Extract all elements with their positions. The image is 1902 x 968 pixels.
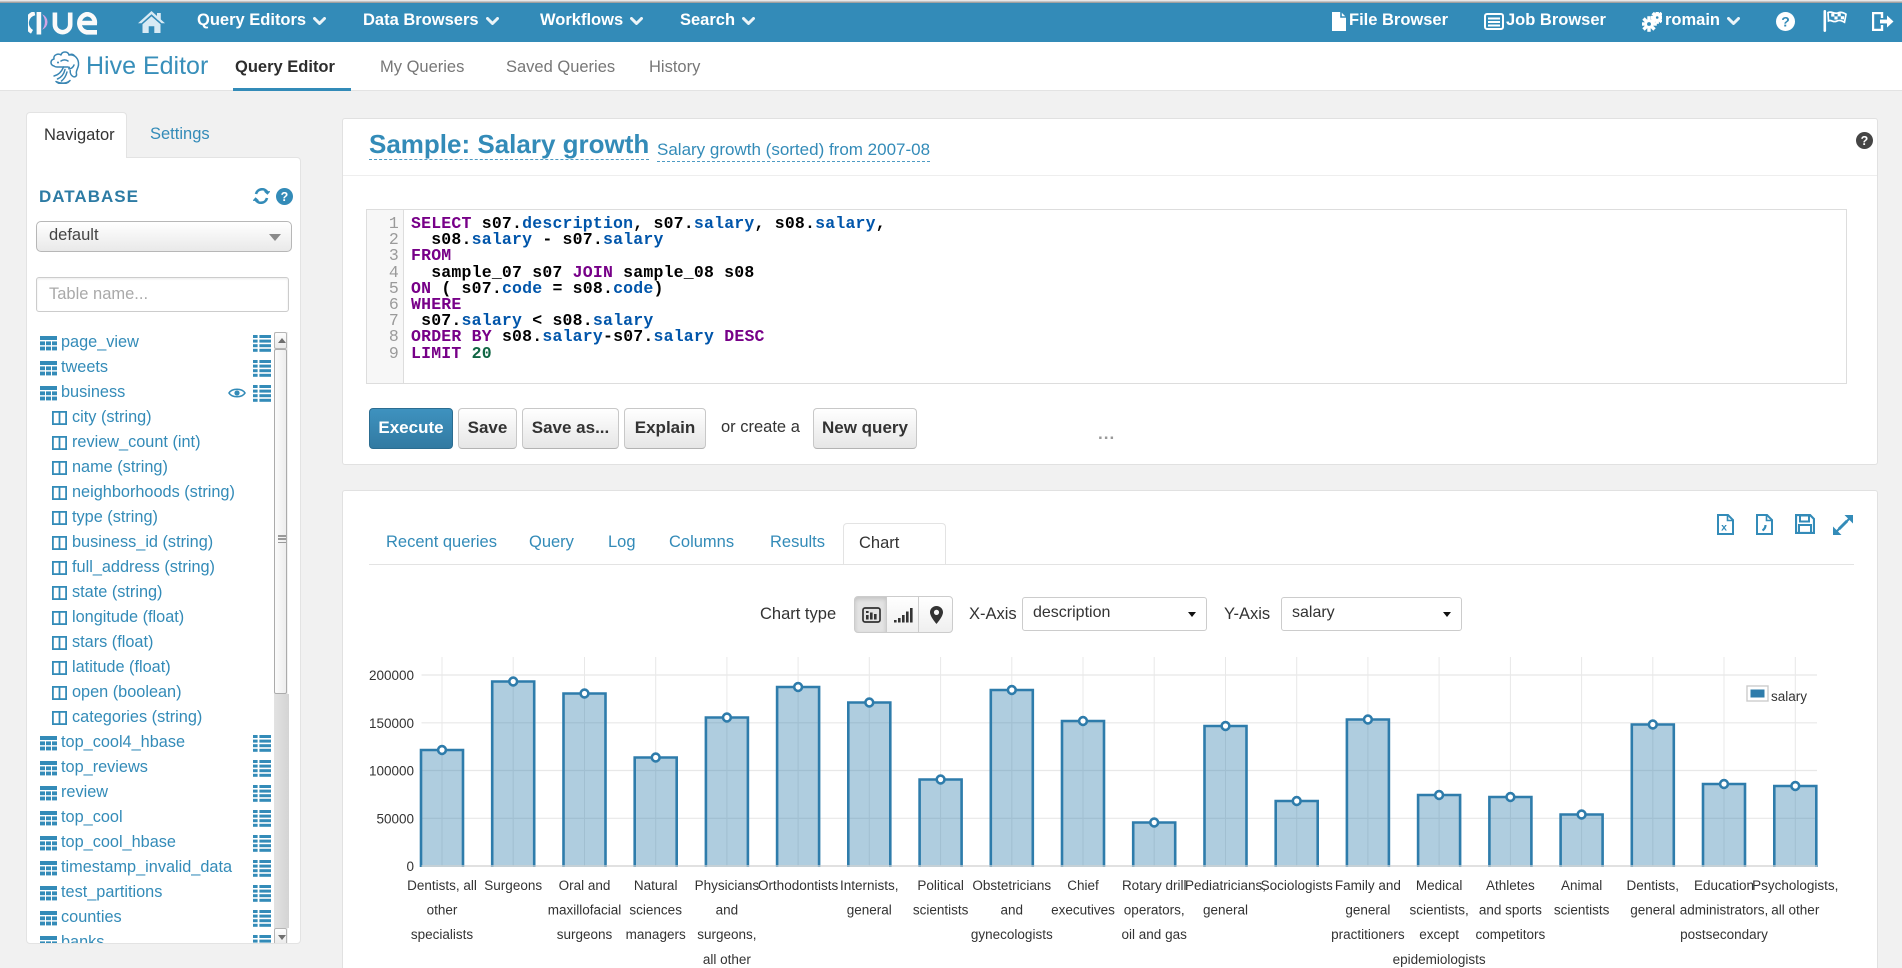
- svg-text:Education: Education: [1694, 878, 1754, 893]
- svg-text:competitors: competitors: [1476, 927, 1546, 942]
- svg-text:Natural: Natural: [634, 878, 678, 893]
- svg-text:all other: all other: [703, 952, 752, 967]
- svg-text:scientists: scientists: [1554, 903, 1610, 918]
- svg-text:surgeons,: surgeons,: [697, 927, 756, 942]
- svg-text:other: other: [427, 903, 458, 918]
- svg-text:Surgeons: Surgeons: [484, 878, 542, 893]
- svg-text:managers: managers: [626, 927, 686, 942]
- svg-text:Oral and: Oral and: [559, 878, 611, 893]
- svg-text:all other: all other: [1771, 903, 1820, 918]
- svg-text:Pediatricians,: Pediatricians,: [1185, 878, 1266, 893]
- svg-text:?: ?: [281, 190, 289, 204]
- svg-text:50000: 50000: [376, 811, 414, 826]
- svg-text:Internists,: Internists,: [840, 878, 899, 893]
- svg-text:general: general: [1345, 903, 1390, 918]
- svg-text:Athletes: Athletes: [1486, 878, 1535, 893]
- svg-text:Animal: Animal: [1561, 878, 1602, 893]
- svg-text:Rotary drill: Rotary drill: [1122, 878, 1187, 893]
- svg-text:Family and: Family and: [1335, 878, 1401, 893]
- svg-text:operators,: operators,: [1124, 903, 1185, 918]
- svg-text:oil and gas: oil and gas: [1122, 927, 1188, 942]
- svg-text:Physicians: Physicians: [695, 878, 760, 893]
- svg-text:executives: executives: [1051, 903, 1115, 918]
- svg-text:Dentists, all: Dentists, all: [407, 878, 477, 893]
- svg-text:and: and: [716, 903, 739, 918]
- svg-text:epidemiologists: epidemiologists: [1393, 952, 1486, 967]
- svg-text:except: except: [1419, 927, 1459, 942]
- svg-text:?: ?: [1861, 134, 1869, 148]
- svg-text:200000: 200000: [369, 668, 414, 683]
- svg-text:150000: 150000: [369, 716, 414, 731]
- svg-text:general: general: [847, 903, 892, 918]
- svg-text:and sports: and sports: [1479, 903, 1542, 918]
- svg-text:and: and: [1001, 903, 1024, 918]
- svg-text:x: x: [1721, 522, 1727, 534]
- svg-text:Psychologists,: Psychologists,: [1752, 878, 1838, 893]
- svg-text:Dentists,: Dentists,: [1627, 878, 1680, 893]
- svg-text:practitioners: practitioners: [1331, 927, 1405, 942]
- svg-text:sciences: sciences: [629, 903, 682, 918]
- svg-text:scientists,: scientists,: [1409, 903, 1468, 918]
- svg-text:postsecondary: postsecondary: [1680, 927, 1768, 942]
- svg-text:administrators,: administrators,: [1680, 903, 1769, 918]
- svg-text:scientists: scientists: [913, 903, 969, 918]
- svg-text:specialists: specialists: [411, 927, 474, 942]
- svg-text:Obstetricians: Obstetricians: [972, 878, 1051, 893]
- svg-text:general: general: [1203, 903, 1248, 918]
- svg-text:surgeons: surgeons: [557, 927, 613, 942]
- svg-text:Medical: Medical: [1416, 878, 1463, 893]
- svg-text:?: ?: [1781, 14, 1790, 30]
- svg-text:gynecologists: gynecologists: [971, 927, 1053, 942]
- svg-text:Chief: Chief: [1067, 878, 1099, 893]
- svg-text:Sociologists: Sociologists: [1261, 878, 1333, 893]
- svg-text:0: 0: [406, 859, 414, 874]
- svg-text:maxillofacial: maxillofacial: [548, 903, 622, 918]
- svg-text:Political: Political: [917, 878, 964, 893]
- svg-text:100000: 100000: [369, 764, 414, 779]
- svg-text:salary: salary: [1771, 689, 1807, 704]
- svg-text:Orthodontists: Orthodontists: [758, 878, 839, 893]
- svg-text:general: general: [1630, 903, 1675, 918]
